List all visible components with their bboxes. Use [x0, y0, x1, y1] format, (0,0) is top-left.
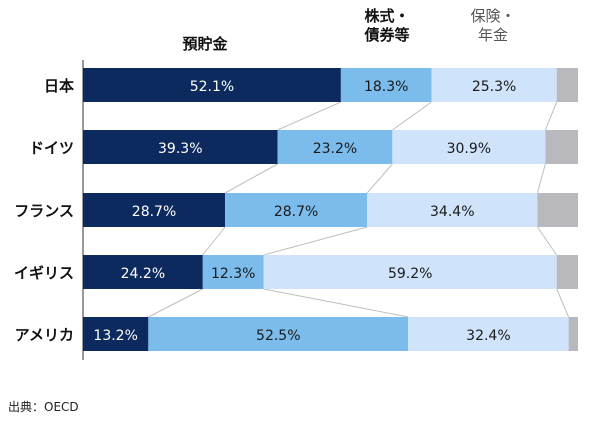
bar-segment	[537, 193, 578, 227]
connector-line	[536, 226, 558, 256]
source-note: 出典：OECD	[8, 400, 79, 414]
bar-segment	[392, 130, 546, 164]
data-label: 30.9%	[447, 141, 491, 157]
data-label: 34.4%	[430, 204, 474, 220]
bar-segment	[225, 193, 368, 227]
legend-stocks-line1: 株式・	[364, 7, 410, 25]
bar-segment	[83, 255, 203, 289]
bar-segment	[556, 255, 578, 289]
legend-insurance: 保険・ 年金	[458, 7, 528, 45]
data-label: 25.3%	[472, 79, 516, 95]
bar-segment	[83, 317, 149, 351]
bar-segment	[148, 317, 409, 351]
data-label: 52.5%	[256, 328, 300, 344]
connector-line	[366, 163, 393, 194]
data-label: 39.3%	[158, 141, 202, 157]
data-label: 59.2%	[388, 266, 432, 282]
connector-line	[148, 288, 204, 318]
bar-segment	[340, 68, 432, 102]
data-label: 28.7%	[132, 204, 176, 220]
data-label: 24.2%	[121, 266, 165, 282]
connector-line	[263, 226, 368, 256]
legend-deposits-label: 預貯金	[182, 35, 228, 53]
bar-segment	[277, 130, 393, 164]
bar-segment	[556, 68, 578, 102]
category-label: イギリス	[14, 264, 74, 282]
bar-segment	[545, 130, 578, 164]
bar-segment	[263, 255, 557, 289]
connector-line	[544, 101, 558, 131]
data-label: 32.4%	[466, 328, 510, 344]
connector-line	[536, 163, 546, 194]
connector-lines	[148, 101, 570, 318]
category-label: 日本	[44, 77, 74, 95]
legend-insurance-line2: 年金	[477, 26, 508, 44]
data-label: 12.3%	[211, 266, 255, 282]
legend-stocks-line2: 債券等	[364, 26, 410, 44]
data-label: 28.7%	[274, 204, 318, 220]
legend-insurance-line1: 保険・	[470, 7, 516, 25]
connector-line	[263, 288, 409, 318]
category-label: アメリカ	[15, 326, 74, 344]
data-label: 23.2%	[313, 141, 357, 157]
data-label: 18.3%	[364, 79, 408, 95]
connector-line	[277, 101, 342, 131]
category-label: ドイツ	[29, 139, 74, 157]
bar-segment	[83, 193, 226, 227]
bar-segment	[431, 68, 557, 102]
connector-line	[556, 288, 570, 318]
data-label: 13.2%	[93, 328, 137, 344]
bar-segment	[367, 193, 538, 227]
legend-deposits: 預貯金	[170, 35, 240, 54]
connector-line	[224, 163, 278, 194]
legend-stocks: 株式・ 債券等	[352, 7, 422, 45]
connector-line	[202, 226, 226, 256]
category-label: フランス	[14, 202, 74, 220]
connector-line	[392, 101, 432, 131]
bar-segment	[83, 68, 341, 102]
bar-segment	[408, 317, 569, 351]
bar-segment	[202, 255, 264, 289]
bar-segment	[83, 130, 278, 164]
data-label: 52.1%	[190, 79, 234, 95]
bar-segment	[568, 317, 578, 351]
